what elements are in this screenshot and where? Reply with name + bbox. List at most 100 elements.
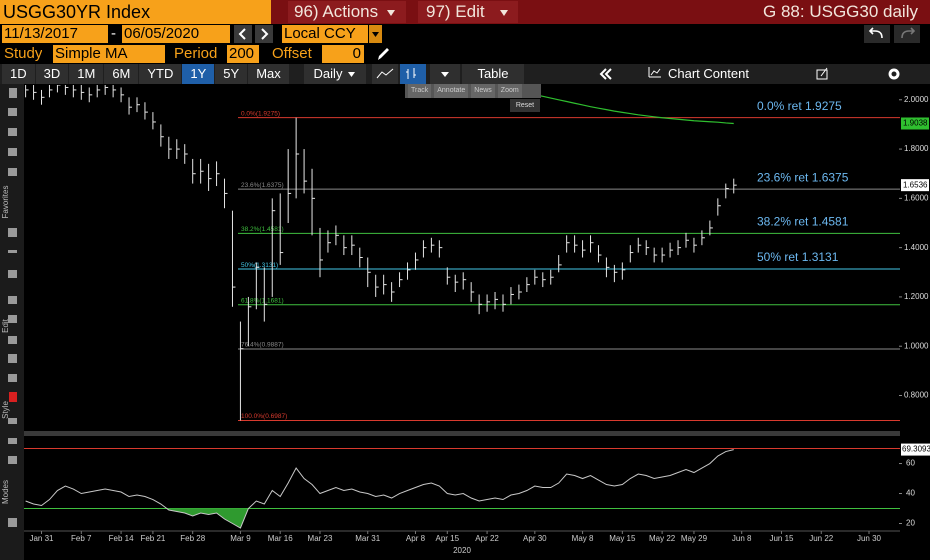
x-tick-label: Jun 30 [857,534,882,543]
study[interactable]: Simple MA [53,45,165,63]
x-tick-label: May 15 [609,534,636,543]
fib-level-label: 38.2%(1.4581) [241,226,284,233]
chart-title: G 88: USGG30 daily [763,2,918,21]
table-button[interactable]: Table [462,64,524,84]
last-value-label: 69.3093 [902,445,930,454]
y-tick-label: 1.0000 [904,341,929,350]
overlay-toolbar: Track Annotate News Zoom [405,84,541,98]
y-tick-label: 1.2000 [904,292,929,301]
chart-content-icon [648,67,661,78]
overlay-tool[interactable]: News [471,84,495,98]
range-button[interactable]: 1D [2,64,35,84]
currency-dropdown[interactable] [369,25,382,43]
end-date[interactable]: 06/05/2020 [122,25,230,43]
dropdown-icon [387,10,396,16]
chart-content[interactable]: Chart Content [642,64,792,84]
x-tick-label: May 29 [681,534,708,543]
x-tick-label: Mar 23 [308,534,333,543]
chart-content-label: Chart Content [668,66,749,81]
range-buttons: 1D 3D 1M 6M YTD 1Y 5Y Max [2,64,289,84]
side-label: Style [1,401,10,419]
last-value-tag [901,443,930,456]
period-label: Period [174,45,218,62]
x-tick-label: Apr 15 [436,534,460,543]
y-tick-label: 2.0000 [904,95,929,104]
offset[interactable]: 0 [322,45,364,63]
y-tick-label: 1.4000 [904,243,929,252]
fib-tag: 38.2% ret 1.4581 [757,214,849,228]
x-tick-label: Apr 8 [406,534,426,543]
last-value-label: 1.9038 [903,119,928,128]
side-icons [8,88,17,527]
fib-level-label: 61.8%(1.1681) [241,298,284,305]
actions-menu[interactable]: 96) Actions [288,1,406,23]
x-tick-label: Jun 15 [769,534,794,543]
frequency[interactable]: Daily [304,64,366,84]
x-tick-label: Jun 8 [732,534,752,543]
side-label: Modes [1,480,10,504]
range-button[interactable]: Max [248,64,289,84]
x-tick-label: Jan 31 [29,534,54,543]
frequency-label: Daily [313,66,343,81]
study-label: Study [4,45,43,62]
fib-tag: 23.6% ret 1.6375 [757,170,849,184]
currency[interactable]: Local CCY [282,25,368,43]
date-nav[interactable] [234,25,274,43]
oversold-group [166,508,249,528]
range-button[interactable]: 1M [69,64,104,84]
range-button[interactable]: 3D [35,64,69,84]
ticker: USGG30YR Index [0,0,271,24]
last-value-label: 1.6536 [903,180,928,189]
last-value-tag [901,117,929,130]
actions-label: 96) Actions [294,2,379,21]
dropdown-icon [348,72,356,77]
x-tick-label: May 8 [572,534,594,543]
dropdown-icon [499,10,508,16]
period[interactable]: 200 [227,45,259,63]
x-tick-label: Apr 22 [475,534,499,543]
oversold-fill [166,508,249,528]
y-tick-label: 1.8000 [904,144,929,153]
y-tick-label: 20 [906,519,915,528]
reset-button[interactable]: Reset [510,99,540,112]
rsi-line [25,449,734,529]
start-date[interactable]: 11/13/2017 [2,25,108,43]
date-separator: - [111,25,116,42]
collapse-button[interactable] [596,64,616,84]
x-tick-label: Feb 21 [140,534,165,543]
x-tick-label: Mar 31 [355,534,380,543]
chart-tools[interactable] [372,64,462,84]
fib-level-label: 76.4%(0.9887) [241,342,284,349]
overlay-tool[interactable]: Zoom [497,84,522,98]
edit-menu[interactable]: 97) Edit [418,1,518,23]
fib-level-label: 50%(1.3131) [241,262,278,269]
side-label: Favorites [1,186,10,219]
fib-level-label: 0.0%(1.9275) [241,110,280,117]
edit-study[interactable] [374,45,392,63]
x-tick-label: Apr 30 [523,534,547,543]
range-button[interactable]: 1Y [182,64,215,84]
moving-average [518,90,734,125]
overlay-tool[interactable]: Track [408,84,432,98]
fib-tag: 0.0% ret 1.9275 [757,99,842,113]
edit-label: 97) Edit [426,2,485,21]
panel-separator [24,431,900,436]
range-button[interactable]: YTD [139,64,182,84]
undo-redo[interactable] [864,25,924,43]
x-tick-label: Mar 16 [268,534,293,543]
x-tick-label: Mar 9 [230,534,251,543]
rsi-plot [24,448,900,529]
y-tick-label: 40 [906,489,915,498]
x-tick-label: May 22 [649,534,676,543]
fib-level-label: 100.0%(0.6987) [241,413,287,420]
y-tick-label: 1.6000 [904,193,929,202]
price-plot: 0.0%(1.9275) 23.6%(1.6375) 38.2%(1.4581) 50… [25,85,900,421]
fib-level-label: 23.6%(1.6375) [241,182,284,189]
settings-tools[interactable] [812,64,912,84]
overlay-tool[interactable]: Annotate [434,84,469,98]
range-button[interactable]: 6M [104,64,139,84]
x-year-label: 2020 [453,546,471,555]
range-button[interactable]: 5Y [215,64,248,84]
